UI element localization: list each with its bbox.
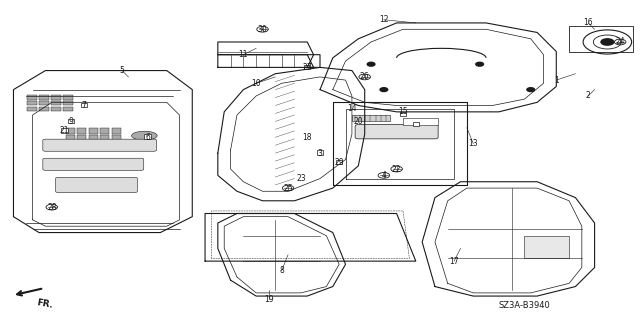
Bar	[112, 129, 121, 134]
Bar	[51, 95, 61, 100]
Text: 11: 11	[239, 50, 248, 59]
Text: 8: 8	[279, 266, 284, 275]
Bar	[77, 135, 86, 141]
Bar	[66, 135, 75, 141]
Text: 5: 5	[120, 66, 124, 75]
Text: 10: 10	[252, 79, 261, 88]
Bar	[112, 135, 121, 141]
Text: 14: 14	[347, 104, 356, 113]
Bar	[400, 113, 406, 116]
Bar	[569, 26, 633, 51]
Bar	[77, 142, 86, 148]
Ellipse shape	[132, 131, 157, 140]
Circle shape	[367, 62, 375, 66]
Text: 19: 19	[264, 295, 274, 304]
Text: 24: 24	[615, 38, 625, 47]
Bar	[81, 103, 86, 107]
Text: 13: 13	[468, 139, 478, 148]
Text: 26: 26	[360, 72, 369, 81]
Text: 30: 30	[258, 25, 268, 34]
Bar	[40, 101, 49, 106]
Bar	[28, 101, 37, 106]
Text: 6: 6	[145, 133, 150, 142]
Bar	[413, 122, 419, 126]
Bar	[112, 142, 121, 148]
Bar	[336, 160, 342, 164]
Bar	[100, 129, 109, 134]
Text: 2: 2	[586, 92, 591, 100]
Text: 15: 15	[398, 108, 408, 116]
Bar	[304, 64, 310, 69]
Text: 25: 25	[284, 184, 293, 193]
Text: 7: 7	[81, 101, 86, 110]
Text: 9: 9	[68, 117, 74, 126]
Bar	[40, 107, 49, 111]
Bar	[77, 129, 86, 134]
Bar	[61, 128, 68, 132]
Text: 1: 1	[554, 76, 559, 85]
Bar	[51, 101, 61, 106]
FancyBboxPatch shape	[43, 139, 157, 151]
Text: 22: 22	[392, 165, 401, 174]
Text: 21: 21	[60, 126, 69, 135]
Text: 12: 12	[379, 15, 388, 24]
Bar	[89, 129, 98, 134]
Text: 4: 4	[381, 171, 387, 180]
FancyBboxPatch shape	[56, 177, 138, 193]
Bar	[28, 95, 37, 100]
Bar	[100, 135, 109, 141]
Circle shape	[380, 88, 388, 92]
Text: FR.: FR.	[36, 298, 54, 309]
Bar	[66, 129, 75, 134]
Bar	[403, 118, 438, 124]
Circle shape	[601, 39, 614, 45]
Bar	[63, 101, 73, 106]
Bar	[524, 236, 569, 258]
Bar	[100, 142, 109, 148]
Text: 23: 23	[296, 174, 306, 183]
Bar	[89, 142, 98, 148]
Circle shape	[527, 88, 534, 92]
Bar	[63, 107, 73, 111]
Text: 3: 3	[317, 149, 323, 158]
Circle shape	[476, 62, 483, 66]
Text: SZ3A-B3940: SZ3A-B3940	[499, 301, 550, 310]
Bar	[66, 142, 75, 148]
Text: 16: 16	[584, 19, 593, 27]
Bar	[68, 119, 74, 123]
Text: 20: 20	[353, 117, 363, 126]
FancyBboxPatch shape	[43, 158, 144, 170]
Text: 28: 28	[47, 203, 56, 211]
Bar	[89, 135, 98, 141]
Bar	[145, 134, 151, 139]
Bar	[28, 107, 37, 111]
Text: 29: 29	[334, 158, 344, 167]
FancyBboxPatch shape	[355, 124, 438, 139]
Bar	[63, 95, 73, 100]
Text: 17: 17	[449, 257, 459, 266]
Text: 27: 27	[303, 63, 312, 72]
Bar	[40, 95, 49, 100]
Bar	[51, 107, 61, 111]
Bar	[317, 150, 323, 155]
Text: 18: 18	[303, 133, 312, 142]
Bar	[352, 115, 390, 122]
